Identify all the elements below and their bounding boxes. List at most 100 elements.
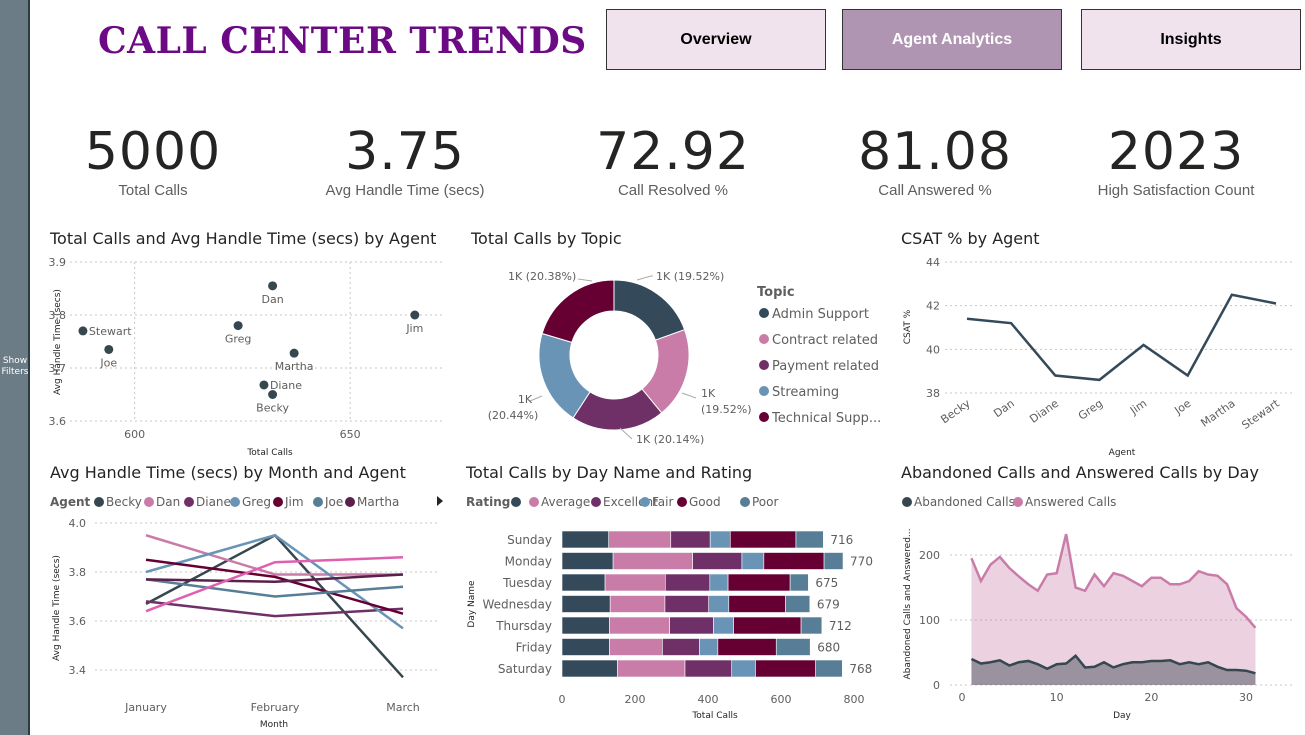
kpi-value: 2023 xyxy=(1107,122,1245,182)
insights-button[interactable]: Insights xyxy=(1081,9,1301,70)
donut-data-label: (19.52%) xyxy=(701,403,752,416)
scatter-point-label: Jim xyxy=(405,322,423,335)
filters-pane[interactable]: Show Filters xyxy=(0,0,30,735)
donut-legend-label: Contract related xyxy=(772,333,878,348)
area-fill xyxy=(971,655,1256,685)
bar-legend-label: Fair xyxy=(652,495,673,509)
scatter-point xyxy=(289,348,299,358)
bar-category-label: Wednesday xyxy=(483,598,552,612)
bar-total-label: 675 xyxy=(815,576,838,590)
aht-legend-marker xyxy=(230,497,240,507)
area-x-label: Day xyxy=(1113,711,1131,721)
aht-series-line xyxy=(145,558,404,615)
area-x-tick: 30 xyxy=(1239,691,1253,704)
csat-title: CSAT % by Agent xyxy=(901,229,1040,248)
aht-x-label: Month xyxy=(260,720,288,730)
bar-y-label: Day Name xyxy=(467,580,477,628)
area-y-tick: 200 xyxy=(919,549,940,562)
donut-data-label: 1K (19.52%) xyxy=(656,270,724,283)
scatter-point-label: Dan xyxy=(261,293,283,306)
donut-data-label: 1K (20.38%) xyxy=(508,270,576,283)
aht-month-title: Avg Handle Time (secs) by Month and Agen… xyxy=(50,463,406,482)
aht-legend-label: Joe xyxy=(324,495,343,509)
scatter-point xyxy=(268,281,278,291)
scatter-y-tick: 3.9 xyxy=(49,256,67,269)
scatter-y-label: Avg Handle Time (secs) xyxy=(53,289,63,395)
bar-total-label: 716 xyxy=(830,533,853,547)
donut-leader xyxy=(636,275,653,281)
aht-y-tick: 3.6 xyxy=(69,615,87,628)
aht-y-tick: 4.0 xyxy=(69,517,87,530)
donut-data-label: 1K xyxy=(518,393,533,406)
scatter-y-tick: 3.6 xyxy=(49,415,67,428)
bar-x-tick: 200 xyxy=(625,693,646,706)
aht-legend-marker xyxy=(273,497,283,507)
aht-y-tick: 3.4 xyxy=(69,664,87,677)
show-filters-toggle[interactable]: Show Filters xyxy=(0,356,30,378)
show-filters-label-2: Filters xyxy=(1,367,29,377)
area-y-label: Abandoned Calls and Answered... xyxy=(903,528,913,679)
scatter-point-label: Joe xyxy=(99,356,117,369)
scatter-point-label: Becky xyxy=(256,402,289,415)
scatter-point-label: Martha xyxy=(275,360,314,373)
bar-legend-marker xyxy=(677,497,687,507)
scatter-x-tick: 650 xyxy=(340,428,361,441)
bar-legend-title: Rating xyxy=(466,495,510,509)
donut-data-label: 1K (20.14%) xyxy=(636,433,704,446)
donut-legend-label: Streaming xyxy=(772,385,839,400)
aht-y-tick: 3.8 xyxy=(69,566,87,579)
bar-legend-marker xyxy=(740,497,750,507)
bar-legend-marker xyxy=(640,497,650,507)
donut-legend-label: Technical Supp... xyxy=(771,411,881,426)
area-fill xyxy=(971,534,1256,685)
scatter-point xyxy=(410,310,420,320)
aht-x-tick: February xyxy=(251,701,300,714)
csat-y-tick: 42 xyxy=(926,300,940,313)
scatter-point-label: Diane xyxy=(270,379,302,392)
csat-x-label: Agent xyxy=(1109,448,1136,458)
bar-category-label: Saturday xyxy=(498,662,552,676)
bar-legend-marker xyxy=(529,497,539,507)
kpi-label: Call Resolved % xyxy=(617,182,729,199)
aht-legend-title: Agent xyxy=(50,495,91,509)
donut-slice xyxy=(541,279,615,344)
bar-category-label: Monday xyxy=(505,555,552,569)
bar-legend-label: Poor xyxy=(752,495,778,509)
bar-segment xyxy=(789,573,809,592)
bar-x-tick: 0 xyxy=(559,693,566,706)
area-legend-marker xyxy=(902,497,912,507)
day-rating-title: Total Calls by Day Name and Rating xyxy=(466,463,753,482)
bar-category-label: Tuesday xyxy=(502,576,552,590)
agent-analytics-button[interactable]: Agent Analytics xyxy=(842,9,1062,70)
donut-legend-marker xyxy=(759,360,769,370)
csat-y-tick: 44 xyxy=(926,256,940,269)
kpi-label: Total Calls xyxy=(118,182,188,199)
aht-legend-marker xyxy=(345,497,355,507)
donut-legend-marker xyxy=(759,308,769,318)
bar-segment xyxy=(815,659,843,678)
kpi-total-calls: 5000 Total Calls xyxy=(80,120,226,199)
aht-x-tick: January xyxy=(124,701,167,714)
bar-x-tick: 800 xyxy=(844,693,865,706)
aht-series-line xyxy=(145,534,403,576)
scatter-y-tick: 3.7 xyxy=(49,362,67,375)
aht-x-tick: March xyxy=(386,701,420,714)
donut-leader xyxy=(577,278,593,282)
donut-leader xyxy=(619,427,633,440)
overview-button[interactable]: Overview xyxy=(606,9,826,70)
aht-series-line xyxy=(145,556,404,613)
aht-legend-marker xyxy=(313,497,323,507)
scatter-point xyxy=(233,321,243,331)
page-title: CALL CENTER TRENDS xyxy=(98,20,587,62)
scatter-point xyxy=(104,344,114,354)
kpi-call-resolved: 72.92 Call Resolved % xyxy=(580,120,766,199)
donut-data-label: (20.44%) xyxy=(488,409,539,422)
scatter-x-label: Total Calls xyxy=(246,448,293,458)
area-y-tick: 0 xyxy=(933,679,940,692)
